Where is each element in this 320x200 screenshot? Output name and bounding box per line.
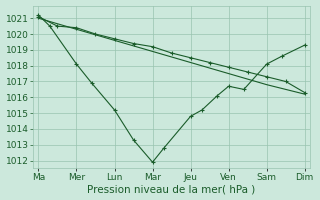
X-axis label: Pression niveau de la mer( hPa ): Pression niveau de la mer( hPa ) — [87, 184, 256, 194]
